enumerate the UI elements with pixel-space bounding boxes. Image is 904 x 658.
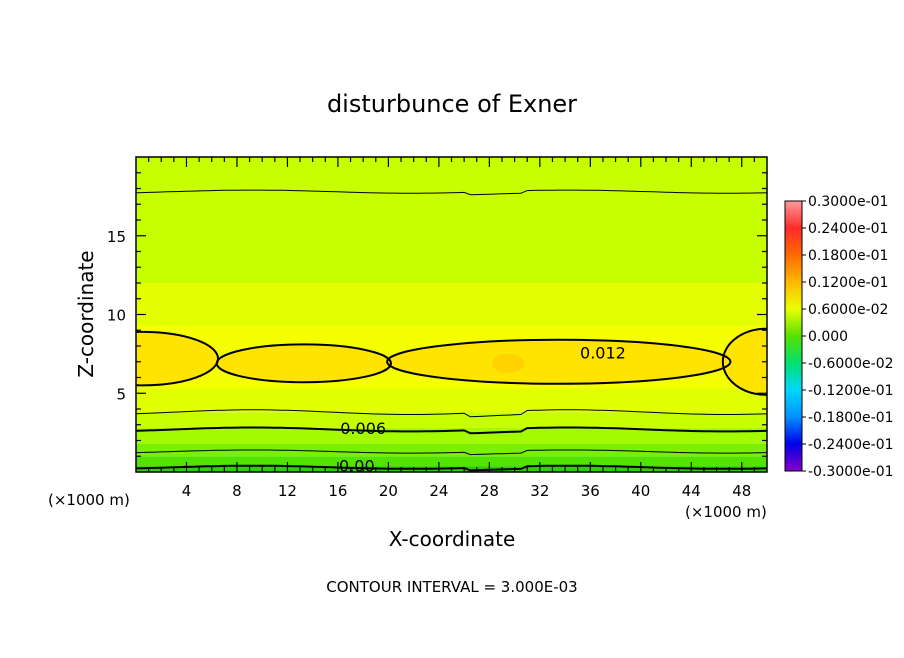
colorbar-label: -0.1800e-01 (808, 410, 894, 426)
contour-closed (215, 343, 392, 384)
x-tick-label: 20 (379, 482, 398, 500)
y-tick-label: 10 (107, 307, 126, 325)
x-tick-label: 44 (682, 482, 701, 500)
x-tick-label: 4 (182, 482, 192, 500)
y-tick-label: 15 (107, 228, 126, 246)
colorbar-label: 0.6000e-02 (808, 302, 888, 318)
contour-line (136, 449, 767, 456)
field-band (136, 412, 767, 428)
colorbar-label: -0.2400e-01 (808, 437, 894, 453)
field-band (136, 283, 767, 326)
field-band (136, 427, 767, 444)
colorbar-label: -0.3000e-01 (808, 464, 894, 480)
contour-closed (721, 327, 767, 396)
colorbar-label: 0.1800e-01 (808, 248, 888, 264)
x-tick-label: 36 (581, 482, 600, 500)
colorbar-label: 0.3000e-01 (808, 194, 888, 210)
core-region (722, 328, 767, 395)
x-unit-right: (×1000 m) (685, 503, 767, 521)
x-unit-left: (×1000 m) (48, 491, 130, 509)
field-band (136, 157, 767, 283)
colorbar-gradient (784, 200, 803, 472)
y-axis-label: Z-coordinate (74, 250, 98, 377)
x-tick-label: 24 (429, 482, 448, 500)
contour-label: 0.00 (339, 457, 375, 476)
contour-line (136, 409, 767, 418)
x-tick-label: 40 (631, 482, 650, 500)
x-tick-label: 28 (480, 482, 499, 500)
colorbar-label: 0.2400e-01 (808, 221, 888, 237)
y-tick-label: 5 (116, 385, 126, 403)
contour-labels: 0.012 0.006 0.00 (339, 343, 626, 475)
x-tick-label: 8 (232, 482, 242, 500)
x-tick-label: 12 (278, 482, 297, 500)
colorbar-label: 0.000 (808, 329, 848, 345)
x-tick-label: 32 (530, 482, 549, 500)
contour-interval-note: CONTOUR INTERVAL = 3.000E-03 (326, 578, 577, 596)
core-region (387, 339, 731, 384)
colorbar: 0.3000e-01 0.2400e-01 0.1800e-01 0.1200e-01… (784, 194, 894, 480)
chart-title: disturbunce of Exner (327, 90, 577, 118)
colorbar-label: -0.1200e-01 (808, 383, 894, 399)
x-axis-label: X-coordinate (389, 527, 516, 551)
peak-region (491, 353, 525, 373)
contour-line (136, 426, 767, 435)
contour-line (136, 189, 767, 196)
field-band (136, 456, 767, 467)
contour-lines (136, 189, 767, 472)
x-tick-label: 16 (328, 482, 347, 500)
field-band (136, 388, 767, 413)
contour-label: 0.006 (340, 419, 386, 438)
contour-label: 0.012 (580, 343, 626, 362)
contour-closed (386, 338, 732, 385)
contour-field (136, 157, 767, 472)
field-band (136, 443, 767, 457)
x-tick-label: 48 (732, 482, 751, 500)
colorbar-label: 0.1200e-01 (808, 275, 888, 291)
core-region (136, 331, 219, 386)
colorbar-label: -0.6000e-02 (808, 356, 894, 372)
core-region (216, 344, 391, 383)
